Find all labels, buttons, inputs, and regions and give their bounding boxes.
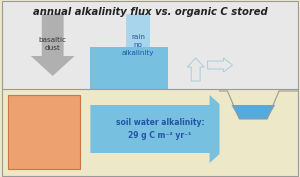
Polygon shape [31, 14, 74, 76]
Text: soil water alkalinity:
29 g C m⁻² yr⁻¹: soil water alkalinity: 29 g C m⁻² yr⁻¹ [116, 118, 204, 140]
Text: surface water
alkalinity:
17 g C m⁻² yr⁻¹: surface water alkalinity: 17 g C m⁻² yr⁻… [226, 135, 280, 159]
Bar [8, 95, 80, 169]
Text: organic
C stored
in soil
26 - 52
g C m⁻² yr⁻¹: organic C stored in soil 26 - 52 g C m⁻²… [22, 111, 65, 153]
Polygon shape [220, 91, 298, 176]
Text: basaltic
dust: basaltic dust [39, 37, 67, 51]
Text: annual alkalinity flux vs. organic C stored: annual alkalinity flux vs. organic C sto… [33, 7, 267, 17]
Text: rain
no
alkalinity: rain no alkalinity [122, 34, 154, 56]
Bar [2, 89, 298, 176]
Polygon shape [90, 47, 168, 89]
Polygon shape [90, 95, 247, 163]
Bar [2, 1, 298, 89]
Polygon shape [115, 14, 161, 76]
Polygon shape [231, 105, 275, 119]
